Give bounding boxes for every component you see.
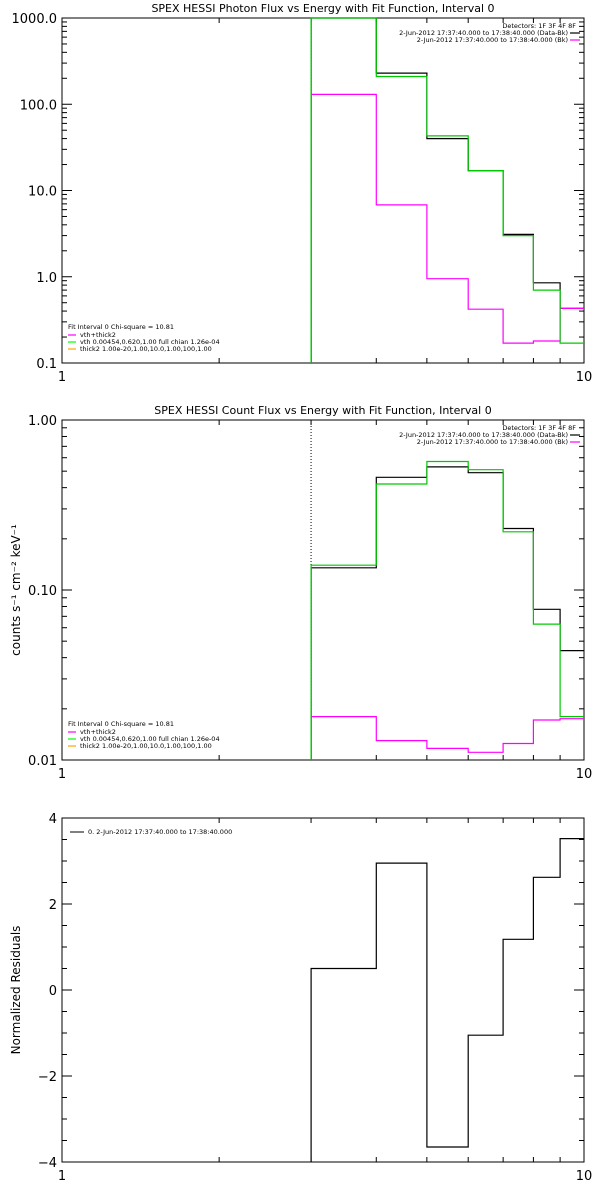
legend-fit-entry-1-2: thick2 1.00e-20,1.00,10.0,1.00,100,1.00: [80, 742, 212, 750]
legend-fit-header-0: Fit Interval 0 Chi-square = 10.81: [68, 323, 174, 331]
legend-fit-entry-0-2: thick2 1.00e-20,1.00,10.0,1.00,100,1.00: [80, 345, 212, 353]
chart-title-1: SPEX HESSI Count Flux vs Energy with Fit…: [154, 404, 491, 417]
legend-fit-entry-0-1: vth 0.00454,0.620,1.00 full chian 1.26e-…: [80, 338, 220, 346]
legend-detectors-1: Detectors: 1F 3F 4F 8F: [502, 424, 576, 432]
plot-frame-1: [61, 419, 585, 761]
y-tick-label-0: 1000.0: [12, 12, 58, 27]
legend-entry-residual: 0. 2-Jun-2012 17:37:40.000 to 17:38:40.0…: [88, 828, 232, 836]
legend-entry-0-1: 2-Jun-2012 17:37:40.000 to 17:38:40.000 …: [417, 36, 568, 44]
y-tick-label-1: 1.00: [28, 414, 57, 429]
y-tick-label-1: 0.01: [28, 754, 57, 769]
y-tick-label-0: 10.0: [28, 185, 57, 200]
y-tick-label-2: −4: [38, 1156, 57, 1171]
y-tick-label-2: 0: [49, 984, 57, 999]
legend-entry-0-0: 2-Jun-2012 17:37:40.000 to 17:38:40.000 …: [399, 29, 568, 37]
legend-entry-1-0: 2-Jun-2012 17:37:40.000 to 17:38:40.000 …: [399, 431, 568, 439]
x-tick-label-1: 1: [58, 767, 66, 782]
y-axis-label-1: counts s⁻¹ cm⁻² keV⁻¹: [9, 524, 23, 656]
x-tick-label-2: 1: [58, 1169, 66, 1184]
x-tick-label-1: 10: [576, 767, 593, 782]
chart-title-0: SPEX HESSI Photon Flux vs Energy with Fi…: [151, 2, 494, 15]
y-axis-label-2: Normalized Residuals: [9, 926, 23, 1055]
y-tick-label-0: 100.0: [20, 98, 57, 113]
x-tick-label-0: 1: [58, 370, 66, 385]
series-line-0-1: [310, 93, 584, 363]
y-tick-label-0: 0.1: [36, 357, 57, 372]
y-tick-label-2: −2: [38, 1070, 57, 1085]
y-tick-label-2: 4: [49, 812, 57, 827]
series-line-0-0: [310, 17, 584, 363]
legend-fit-entry-0-0: vth+thick2: [80, 331, 116, 339]
x-tick-label-2: 10: [576, 1169, 593, 1184]
legend-fit-header-1: Fit Interval 0 Chi-square = 10.81: [68, 720, 174, 728]
legend-entry-1-1: 2-Jun-2012 17:37:40.000 to 17:38:40.000 …: [417, 438, 568, 446]
y-tick-label-1: 0.10: [28, 584, 57, 599]
legend-fit-entry-1-1: vth 0.00454,0.620,1.00 full chian 1.26e-…: [80, 735, 220, 743]
legend-fit-entry-1-0: vth+thick2: [80, 728, 116, 736]
series-line-2-0: [310, 838, 584, 1162]
series-line-1-1: [310, 716, 584, 760]
plot-frame-0: [61, 17, 585, 364]
series-line-0-2: [310, 17, 584, 363]
x-tick-label-0: 10: [576, 370, 593, 385]
legend-detectors-0: Detectors: 1F 3F 4F 8F: [502, 22, 576, 30]
y-tick-label-0: 1.0: [36, 271, 57, 286]
plot-frame-2: [61, 817, 585, 1163]
series-line-1-2: [310, 460, 584, 760]
y-tick-label-2: 2: [49, 898, 57, 913]
